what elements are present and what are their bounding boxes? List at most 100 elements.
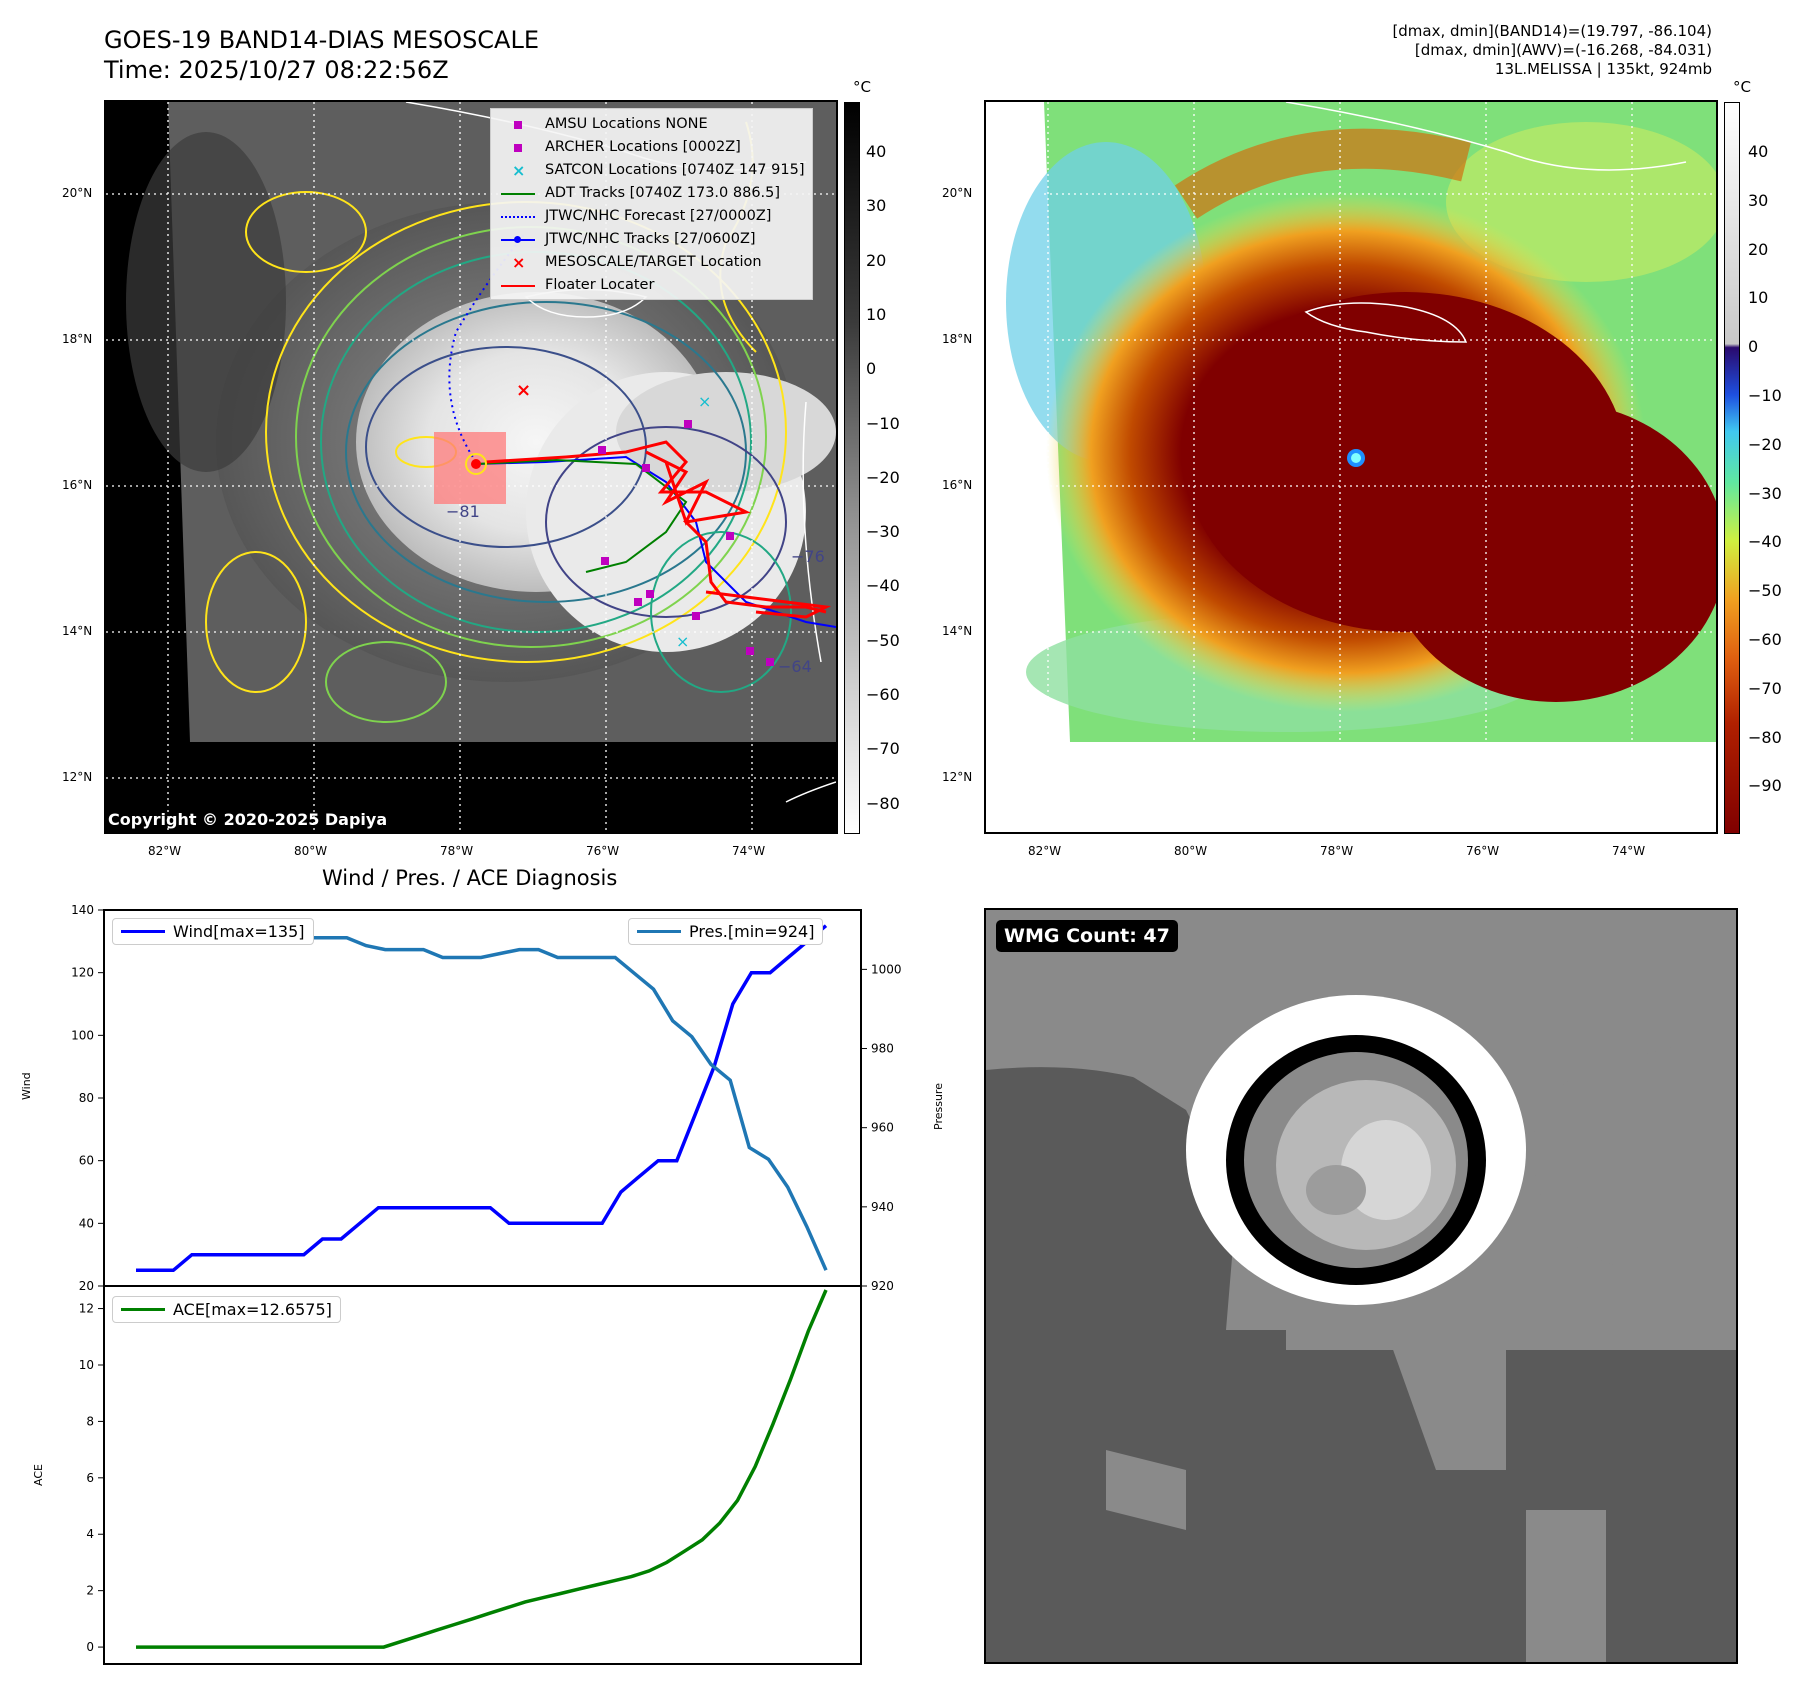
figure-time: Time: 2025/10/27 08:22:56Z [104,56,449,84]
x-marker-icon: × [512,160,526,180]
colorbar-tick-label: 10 [1748,288,1769,308]
contour-label: −76 [791,547,825,566]
lat-label: 12°N [942,770,973,784]
pressure-tick-label: 980 [871,1042,894,1056]
wind-series-line [136,924,828,1273]
lat-label: 20°N [62,186,93,200]
lat-label: 16°N [942,478,973,492]
info-awv: [dmax, dmin](AWV)=(-16.268, -84.031) [1414,41,1712,59]
lon-label: 80°W [294,844,328,858]
lon-label: 78°W [440,844,474,858]
square-marker-icon [499,116,537,134]
ace-plot-frame [103,1285,862,1665]
awv-colorbar [1724,102,1740,834]
colorbar-tick-label: −70 [1748,678,1782,698]
pressure-series-line [136,920,828,1271]
legend-entry: AMSU Locations NONE [499,113,804,136]
contour-label: −81 [446,502,480,521]
line-dot-icon [499,231,537,249]
legend-entry: JTWC/NHC Tracks [27/0600Z] [499,228,804,251]
awv-colorbar-unit: °C [1733,78,1751,96]
x-marker-icon: × [512,252,526,272]
colorbar-tick-label: −50 [866,630,900,650]
wind-tick-label: 140 [71,903,94,917]
ace-tick-label: 10 [79,1358,94,1372]
colorbar-tick-label: −60 [866,685,900,704]
ace-tick-label: 0 [86,1640,94,1654]
svg-text:×: × [676,632,689,651]
colorbar-tick-label: 0 [1748,337,1759,357]
lon-label: 82°W [148,844,182,858]
colorbar-tick-label: −80 [866,793,900,813]
legend-entry: ARCHER Locations [0002Z] [499,136,804,159]
colorbar-tick-label: 20 [866,250,887,270]
legend-entry: JTWC/NHC Forecast [27/0000Z] [499,205,804,228]
info-band14: [dmax, dmin](BAND14)=(19.797, -86.104) [1392,22,1712,40]
colorbar-tick-label: −70 [866,739,900,759]
pressure-legend: Pres.[min=924] [628,918,824,945]
ir-map-panel: × × × −76 −81 −64 Copyright © 2020-2025 … [104,100,838,834]
wind-tick-label: 60 [79,1154,94,1168]
ace-series-line [136,1289,828,1649]
ir-map-image: × × × [106,102,836,832]
colorbar-tick-label: −30 [1748,483,1782,503]
dotted-line-icon [499,208,537,226]
lat-label: 16°N [62,478,93,492]
colorbar-tick-label: 30 [1748,190,1769,210]
colorbar-tick-label: 40 [866,142,887,161]
ace-legend-line-icon [121,1308,165,1311]
ace-tick-label: 12 [79,1302,94,1316]
ir-legend: AMSU Locations NONE ARCHER Locations [00… [490,108,814,300]
ace-legend: ACE[max=12.6575] [112,1296,341,1323]
colorbar-tick-label: −20 [1748,434,1782,454]
wind-tick-label: 80 [79,1091,94,1105]
wmg-panel [984,908,1738,1664]
ace-tick-label: 8 [86,1414,94,1428]
info-storm: 13L.MELISSA | 135kt, 924mb [1494,60,1712,78]
lat-label: 18°N [942,332,973,346]
ace-tick-label: 2 [86,1584,94,1598]
pressure-tick-label: 920 [871,1279,894,1293]
colorbar-tick-label: −40 [1748,532,1782,552]
legend-entry: Floater Locater [499,274,804,297]
ir-colorbar [844,102,860,834]
line-marker-icon [499,277,537,295]
wind-plot-frame [103,909,862,1287]
colorbar-tick-label: 10 [866,304,887,324]
lon-label: 80°W [1174,844,1208,858]
lat-label: 12°N [62,770,93,784]
colorbar-tick-label: −60 [1748,630,1782,649]
diagnosis-title: Wind / Pres. / ACE Diagnosis [322,866,618,890]
legend-entry: × MESOSCALE/TARGET Location [499,251,804,274]
pressure-legend-line-icon [637,930,681,933]
contour-label: −64 [778,657,812,676]
copyright-notice: Copyright © 2020-2025 Dapiya [108,810,388,829]
ace-tick-label: 6 [86,1471,94,1485]
lon-label: 76°W [1466,844,1500,858]
lon-label: 76°W [586,844,620,858]
wind-tick-label: 100 [71,1028,94,1042]
svg-text:×: × [516,380,531,401]
wind-tick-label: 20 [79,1279,94,1293]
figure-title: GOES-19 BAND14-DIAS MESOSCALE [104,26,540,54]
legend-entry: × SATCON Locations [0740Z 147 915] [499,159,804,182]
colorbar-tick-label: 30 [866,196,887,216]
colorbar-tick-label: −30 [866,522,900,542]
square-marker-icon [499,139,537,157]
colorbar-tick-label: −10 [1748,386,1782,405]
colorbar-tick-label: −90 [1748,776,1782,796]
colorbar-tick-label: −80 [1748,727,1782,747]
ace-tick-label: 4 [86,1527,94,1541]
ir-colorbar-unit: °C [853,78,871,96]
wind-tick-label: 120 [71,966,94,980]
wind-tick-label: 40 [79,1216,94,1230]
ace-legend-label: ACE[max=12.6575] [173,1300,332,1319]
colorbar-tick-label: −20 [866,467,900,487]
svg-text:×: × [698,392,711,411]
colorbar-tick-label: −50 [1748,581,1782,601]
wind-legend-line-icon [121,930,165,933]
lon-label: 82°W [1028,844,1062,858]
colorbar-tick-label: −40 [866,576,900,596]
legend-entry: ADT Tracks [0740Z 173.0 886.5] [499,182,804,205]
